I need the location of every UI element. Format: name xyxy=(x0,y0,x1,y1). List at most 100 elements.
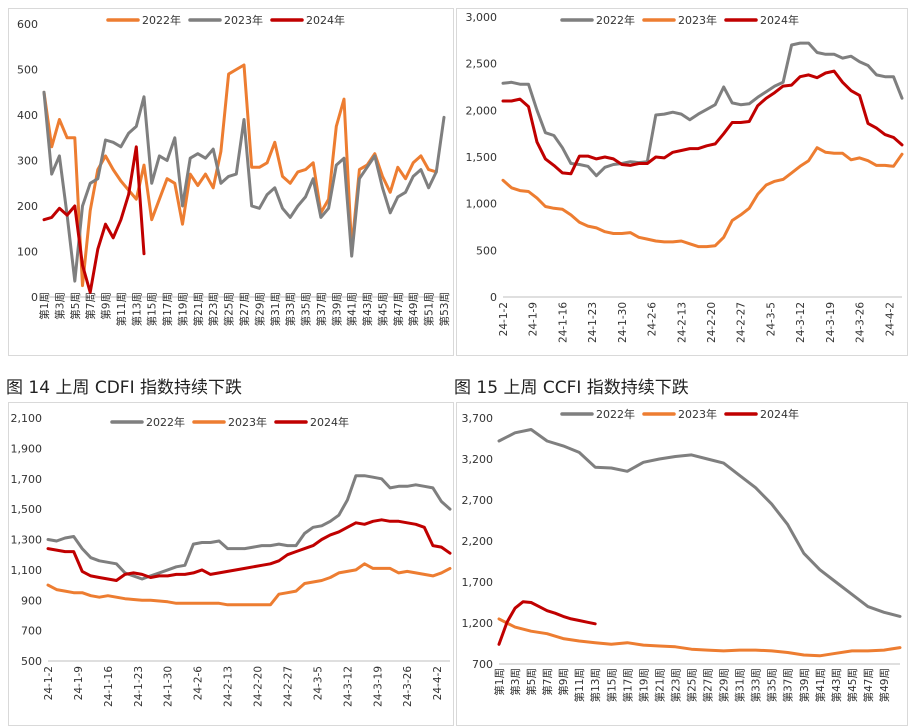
x-tick-label: 24-1-30 xyxy=(617,302,629,343)
x-tick-label: 第37周 xyxy=(782,668,795,702)
legend-label: 2023年 xyxy=(228,415,267,429)
x-tick-label: 第21周 xyxy=(653,668,666,702)
chart-panel-top-right xyxy=(456,8,908,356)
x-tick-label: 第29周 xyxy=(718,668,731,702)
chart-daily-index-2022-2024: 0 500 1,000 1,500 2,000 2,500 3,000 24-1-2 24-1-… xyxy=(466,11,904,343)
y-tick-label: 0 xyxy=(31,291,38,304)
x-tick-label: 第33周 xyxy=(284,292,297,326)
y-tick-label: 2,500 xyxy=(466,58,498,71)
x-tick-label: 24-1-2 xyxy=(43,666,55,700)
x-tick-label: 24-4-2 xyxy=(884,302,896,336)
legend-label: 2024年 xyxy=(310,415,349,429)
x-tick-label: 第49周 xyxy=(878,668,891,702)
x-tick-label: 24-4-2 xyxy=(432,666,444,700)
x-tick-label: 第17周 xyxy=(161,292,174,326)
x-tick-label: 第13周 xyxy=(130,292,143,326)
y-tick-label: 1,500 xyxy=(11,503,43,516)
legend-label: 2023年 xyxy=(678,13,717,27)
x-tick-label: 24-1-9 xyxy=(73,666,85,700)
x-tick-label: 24-3-5 xyxy=(765,302,777,336)
x-tick-label: 第35周 xyxy=(300,292,313,326)
x-tick-label: 第41周 xyxy=(814,668,827,702)
y-tick-label: 700 xyxy=(472,658,493,671)
x-tick-label: 第9周 xyxy=(557,668,570,696)
x-tick-label: 第7周 xyxy=(84,292,97,320)
legend-label: 2022年 xyxy=(146,415,185,429)
x-tick-label: 第11周 xyxy=(573,668,586,702)
series-line-2 xyxy=(46,518,452,582)
y-tick-label: 2,100 xyxy=(11,412,43,425)
x-tick-label: 第53周 xyxy=(438,292,451,326)
y-tick-label: 500 xyxy=(21,655,42,668)
y-tick-label: 1,000 xyxy=(466,198,498,211)
x-tick-label: 第51周 xyxy=(423,292,436,326)
y-tick-label: 500 xyxy=(476,244,497,257)
series-line-2 xyxy=(42,145,146,294)
x-tick-label: 第5周 xyxy=(69,292,82,320)
series-line-2 xyxy=(497,600,597,646)
series-line-1 xyxy=(42,90,446,283)
y-tick-label: 300 xyxy=(17,155,38,168)
x-tick-label: 第35周 xyxy=(766,668,779,702)
x-tick-label: 24-2-13 xyxy=(676,302,688,343)
y-tick-label: 1,500 xyxy=(466,151,498,164)
x-tick-label: 24-1-16 xyxy=(557,302,569,343)
y-tick-label: 1,100 xyxy=(11,564,43,577)
series-line-2 xyxy=(501,69,904,176)
x-tick-label: 第29周 xyxy=(253,292,266,326)
x-tick-label: 24-3-19 xyxy=(372,666,384,707)
x-tick-label: 第47周 xyxy=(392,292,405,326)
x-tick-label: 24-2-27 xyxy=(282,666,294,707)
y-tick-label: 1,900 xyxy=(11,442,43,455)
x-tick-label: 第23周 xyxy=(669,668,682,702)
y-tick-label: 1,700 xyxy=(462,576,494,589)
y-tick-label: 2,200 xyxy=(462,535,494,548)
x-tick-label: 第1周 xyxy=(493,668,506,696)
x-tick-label: 第27周 xyxy=(702,668,715,702)
x-tick-label: 第17周 xyxy=(621,668,634,702)
x-tick-label: 24-2-27 xyxy=(736,302,748,343)
x-tick-label: 24-1-23 xyxy=(133,666,145,707)
y-tick-label: 1,700 xyxy=(11,473,43,486)
y-tick-label: 2,700 xyxy=(462,494,494,507)
x-tick-label: 24-3-5 xyxy=(312,666,324,700)
x-tick-label: 第21周 xyxy=(192,292,205,326)
series-line-1 xyxy=(501,146,904,249)
series-line-0 xyxy=(46,474,452,581)
x-tick-label: 第41周 xyxy=(346,292,359,326)
x-tick-label: 第45周 xyxy=(846,668,859,702)
x-tick-label: 24-1-30 xyxy=(163,666,175,707)
x-tick-label: 24-2-20 xyxy=(706,302,718,343)
y-tick-label: 900 xyxy=(21,594,42,607)
x-tick-label: 第33周 xyxy=(750,668,763,702)
series-line-0 xyxy=(42,63,438,288)
x-tick-label: 24-3-19 xyxy=(825,302,837,343)
y-tick-label: 400 xyxy=(17,109,38,122)
legend-label: 2022年 xyxy=(142,13,181,27)
legend-label: 2024年 xyxy=(306,13,345,27)
y-tick-label: 2,000 xyxy=(466,104,498,117)
x-tick-label: 24-3-12 xyxy=(342,666,354,707)
x-tick-label: 24-1-2 xyxy=(498,302,510,336)
x-tick-label: 第23周 xyxy=(207,292,220,326)
x-tick-label: 24-1-9 xyxy=(528,302,540,336)
x-tick-label: 第13周 xyxy=(589,668,602,702)
legend-label: 2023年 xyxy=(224,13,263,27)
x-tick-label: 第25周 xyxy=(685,668,698,702)
y-tick-label: 100 xyxy=(17,246,38,259)
series-line-1 xyxy=(497,617,902,658)
x-tick-label: 第3周 xyxy=(53,292,66,320)
x-tick-label: 24-3-26 xyxy=(855,302,867,343)
legend-label: 2024年 xyxy=(760,13,799,27)
series-line-0 xyxy=(497,428,902,618)
x-tick-label: 第31周 xyxy=(734,668,747,702)
x-tick-label: 第49周 xyxy=(407,292,420,326)
x-tick-label: 第47周 xyxy=(862,668,875,702)
chart-ccfi-index: 7001,2001,7002,2002,7003,2003,700第1周 第3周第… xyxy=(462,407,902,702)
series-line-1 xyxy=(46,562,452,607)
x-tick-label: 24-3-26 xyxy=(402,666,414,707)
x-tick-label: 第5周 xyxy=(525,668,538,696)
legend-label: 2022年 xyxy=(596,13,635,27)
y-tick-label: 1,300 xyxy=(11,534,43,547)
chart-cdfi-index: 500 700 900 1,100 1,300 1,500 1,700 1,900 2,100 2… xyxy=(11,412,452,707)
